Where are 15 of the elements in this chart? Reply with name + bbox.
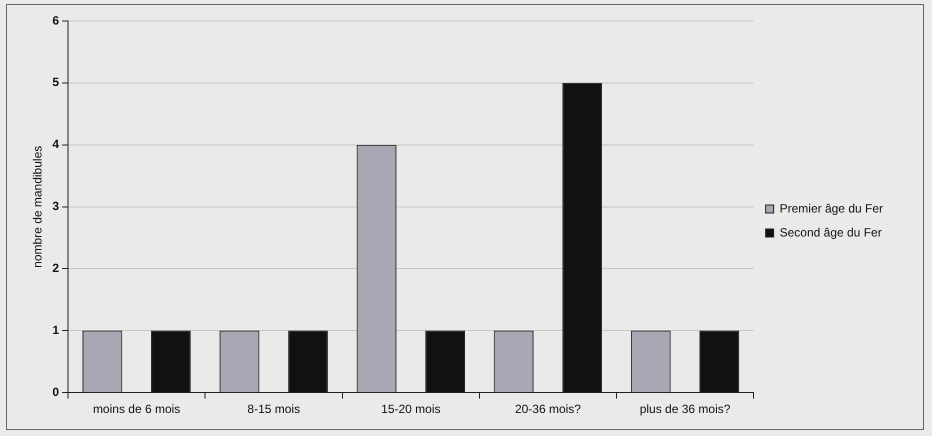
x-tick-label: 15-20 mois — [381, 402, 441, 416]
x-tick-label: plus de 36 mois? — [640, 402, 731, 416]
y-tick-label: 3 — [52, 199, 60, 214]
y-tick-label: 1 — [52, 322, 60, 337]
legend-label: Premier âge du Fer — [780, 201, 884, 216]
x-tick-label: 20-36 mois? — [514, 402, 582, 416]
y-tick-label: 5 — [52, 75, 60, 90]
y-tick-label: 6 — [52, 13, 60, 28]
x-tick-label: 8-15 mois — [247, 402, 300, 416]
legend-label: Second âge du Fer — [780, 225, 882, 240]
x-tick-label: moins de 6 mois — [92, 402, 180, 416]
y-tick-label: 2 — [52, 261, 60, 276]
y-axis-title: nombre de mandibules — [30, 146, 45, 268]
y-tick-label: 0 — [52, 384, 60, 399]
y-tick-label: 4 — [52, 137, 60, 152]
